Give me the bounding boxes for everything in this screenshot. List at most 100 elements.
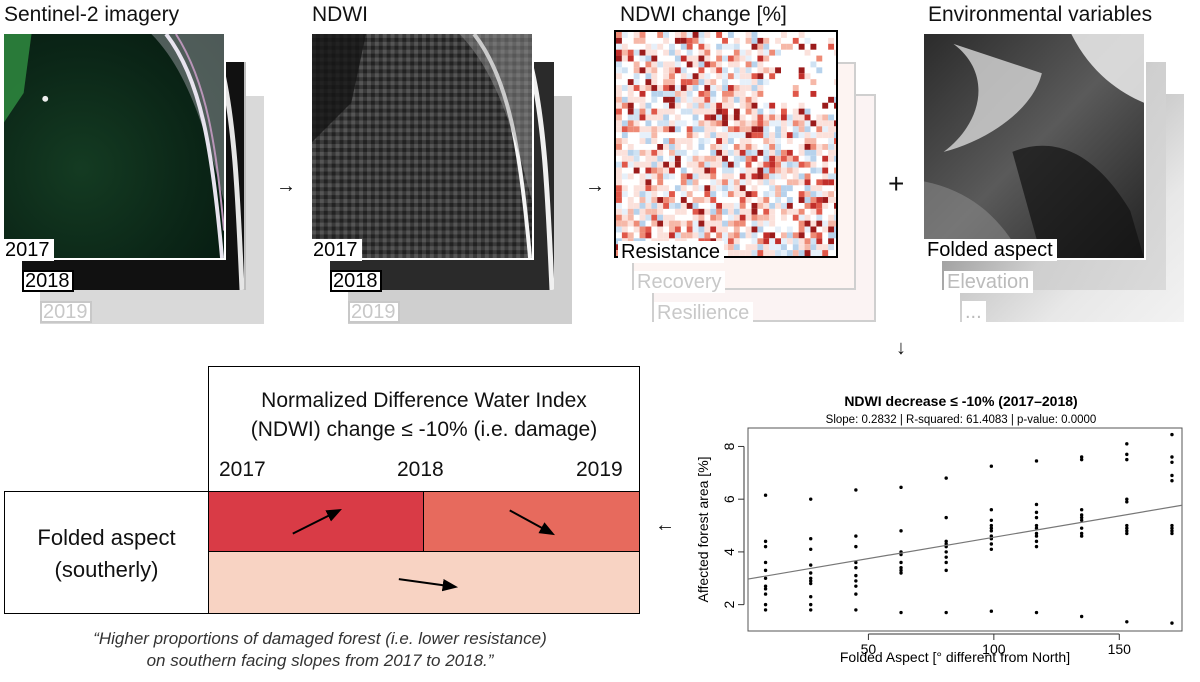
- x-tick-label: 50: [861, 641, 877, 657]
- scatter-point: [1170, 455, 1174, 459]
- scatter-point: [1125, 531, 1129, 536]
- scatter-point: [854, 573, 858, 578]
- y-tick-label: 6: [721, 495, 737, 503]
- summary-header-box: [208, 366, 640, 492]
- scatter-point: [1079, 457, 1084, 462]
- env-more-label: ...: [962, 301, 986, 323]
- scatter-point: [1170, 529, 1174, 533]
- scatter-point: [944, 610, 948, 615]
- scatter-point: [763, 493, 768, 497]
- y-tick-label: 8: [721, 442, 737, 450]
- scatter-point: [989, 464, 994, 468]
- scatter-point: [1079, 508, 1084, 512]
- scatter-point: [899, 571, 903, 575]
- ndwi-year-2019-label: 2019: [348, 301, 400, 323]
- scatter-point: [1125, 529, 1129, 533]
- summary-row-label-line-1: Folded aspect: [37, 525, 176, 550]
- scatter-point: [763, 576, 768, 580]
- scatter-point: [1079, 513, 1084, 517]
- chart-plot-frame: [747, 427, 1183, 632]
- scatter-point: [989, 547, 994, 551]
- scatter-point: [1079, 531, 1084, 536]
- scatter-point: [944, 568, 948, 573]
- left-arrow-icon: ←: [655, 514, 675, 536]
- scatter-point: [809, 602, 813, 607]
- scatter-point: [1170, 473, 1174, 478]
- scatter-point: [763, 587, 768, 591]
- scatter-point: [809, 608, 813, 612]
- scatter-point: [1079, 515, 1084, 520]
- env-panel-title: Environmental variables: [928, 3, 1153, 26]
- scatter-point: [1079, 518, 1084, 522]
- y-tick-label: 4: [721, 548, 737, 556]
- scatter-point: [854, 584, 858, 588]
- summary-row-label-line-2: (southerly): [54, 557, 159, 582]
- conclusion-quote: “Higher proportions of damaged forest (i…: [40, 628, 600, 672]
- scatter-point: [944, 476, 948, 480]
- summary-year-2019: 2019: [576, 458, 623, 481]
- change-recovery-label: Recovery: [634, 271, 726, 293]
- scatter-point: [1125, 523, 1129, 528]
- scatter-point: [809, 537, 813, 541]
- scatter-point: [854, 592, 858, 596]
- ndwi-year-2018-label: 2018: [330, 270, 382, 292]
- scatter-point: [763, 544, 768, 549]
- scatter-chart: NDWI decrease ≤ -10% (2017–2018) Slope: …: [695, 393, 1183, 665]
- scatter-point: [1034, 526, 1039, 530]
- summary-year-2018: 2018: [397, 458, 444, 481]
- scatter-point: [809, 576, 813, 580]
- cell-2017-2018-damage: [208, 491, 424, 552]
- scatter-point: [809, 497, 813, 501]
- scatter-point: [899, 560, 903, 565]
- sentinel-year-2017-label: 2017: [2, 239, 54, 261]
- ndwi-layer-2017: [310, 32, 534, 260]
- change-resistance-label: Resistance: [618, 241, 724, 263]
- scatter-point: [944, 515, 948, 520]
- conclusion-quote-line-2: on southern facing slopes from 2017 to 2…: [146, 651, 494, 670]
- scatter-point: [944, 539, 948, 544]
- scatter-point: [899, 566, 903, 570]
- down-arrow-icon: ↓: [896, 337, 906, 359]
- scatter-point: [1170, 523, 1174, 528]
- scatter-point: [854, 579, 858, 583]
- scatter-point: [1170, 432, 1174, 437]
- scatter-point: [989, 518, 994, 522]
- scatter-point: [1034, 510, 1039, 515]
- scatter-point: [1079, 455, 1084, 459]
- summary-row-label: Folded aspect (southerly): [4, 522, 209, 586]
- scatter-point: [854, 560, 858, 565]
- summary-title: Normalized Difference Water Index (NDWI)…: [208, 386, 640, 444]
- plus-icon: +: [888, 168, 905, 199]
- scatter-point: [899, 485, 903, 490]
- slight-increase-trend-arrow-icon: [398, 578, 459, 592]
- scatter-point: [989, 526, 994, 530]
- scatter-point: [1125, 452, 1129, 457]
- scatter-point: [989, 523, 994, 528]
- scatter-point: [1034, 459, 1039, 463]
- conclusion-quote-line-1: “Higher proportions of damaged forest (i…: [93, 629, 547, 648]
- scatter-point: [989, 542, 994, 546]
- scatter-point: [763, 602, 768, 607]
- scatter-point: [899, 610, 903, 615]
- scatter-point: [1125, 500, 1129, 504]
- scatter-point: [1034, 515, 1039, 520]
- scatter-point: [809, 571, 813, 575]
- summary-title-line-1: Normalized Difference Water Index: [261, 389, 587, 412]
- sentinel-layer-2017: [2, 32, 226, 260]
- scatter-point: [1079, 534, 1084, 538]
- scatter-point: [1079, 526, 1084, 530]
- scatter-point: [944, 560, 948, 565]
- env-elevation-label: Elevation: [944, 271, 1034, 293]
- cell-2018-2019-damage: [423, 491, 640, 552]
- scatter-point: [1125, 442, 1129, 446]
- scatter-point: [1034, 523, 1039, 528]
- scatter-point: [854, 488, 858, 492]
- scatter-point: [989, 508, 994, 512]
- right-arrow-icon: →: [276, 175, 296, 197]
- chart-x-axis-label: Folded Aspect [° different from North]: [840, 649, 1070, 665]
- chart-title: NDWI decrease ≤ -10% (2017–2018): [844, 393, 1077, 409]
- scatter-point: [1125, 526, 1129, 530]
- scatter-point: [989, 529, 994, 533]
- scatter-point: [1170, 479, 1174, 483]
- scatter-point: [1034, 534, 1039, 538]
